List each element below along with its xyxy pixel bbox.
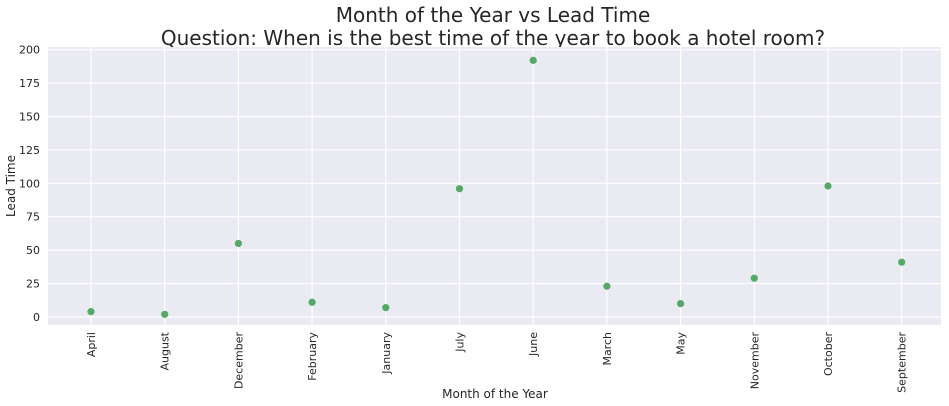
x-tick-label-november: November (748, 332, 761, 390)
y-tick-label: 75 (26, 211, 40, 224)
x-tick-label-february: February (306, 332, 319, 381)
x-tick-label-august: August (159, 331, 172, 370)
data-point-december (234, 239, 242, 248)
data-point-january (382, 304, 390, 312)
x-axis-label: Month of the Year (442, 387, 548, 401)
y-axis-ticks: 0 25 50 75 100 125 150 175 200 (19, 44, 40, 324)
data-point-may (677, 300, 685, 308)
data-point-february (308, 298, 316, 306)
x-tick-label-april: April (85, 332, 98, 357)
y-tick-label: 100 (19, 177, 40, 190)
data-point-september (898, 258, 906, 266)
plot-area (48, 47, 941, 325)
y-tick-label: 150 (19, 111, 40, 124)
x-tick-label-january: January (380, 332, 393, 375)
x-tick-label-march: March (601, 332, 614, 366)
y-tick-label: 25 (26, 278, 40, 291)
y-tick-label: 175 (19, 77, 40, 90)
y-tick-label: 200 (19, 44, 40, 57)
data-point-april (87, 308, 95, 316)
data-point-march (603, 282, 611, 290)
y-tick-label: 0 (33, 311, 40, 324)
y-tick-label: 125 (19, 144, 40, 157)
chart-subtitle: Question: When is the best time of the y… (161, 26, 825, 50)
x-tick-label-may: May (675, 332, 688, 355)
x-tick-label-december: December (232, 332, 245, 390)
data-point-june (529, 56, 537, 64)
data-point-november (750, 274, 758, 282)
x-tick-label-july: July (454, 332, 467, 353)
x-tick-label-june: June (527, 332, 540, 357)
data-point-august (161, 310, 169, 318)
data-points (87, 56, 906, 318)
x-axis-ticks: April August December February January July Ju… (85, 331, 909, 392)
y-axis-label: Lead Time (4, 155, 18, 217)
x-tick-label-september: September (896, 332, 909, 393)
x-tick-label-october: October (822, 332, 835, 376)
chart-title: Month of the Year vs Lead Time (336, 3, 651, 27)
y-tick-label: 50 (26, 244, 40, 257)
data-point-october (824, 182, 832, 190)
data-point-july (455, 185, 464, 193)
